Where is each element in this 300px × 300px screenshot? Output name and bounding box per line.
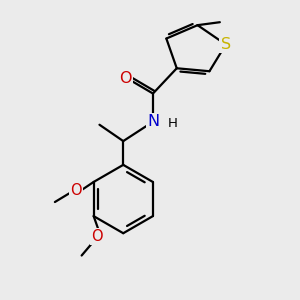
Text: O: O: [119, 71, 132, 86]
Text: H: H: [167, 117, 177, 130]
Text: O: O: [70, 183, 82, 198]
Text: N: N: [147, 114, 159, 129]
Text: S: S: [221, 37, 231, 52]
Text: O: O: [91, 229, 102, 244]
